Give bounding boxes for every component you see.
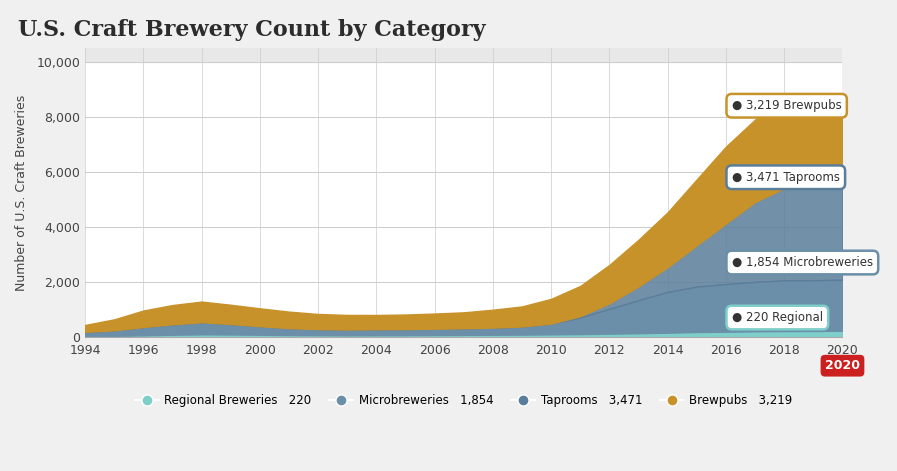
Text: ● 3,219 Brewpubs: ● 3,219 Brewpubs <box>732 99 841 112</box>
Text: ● 220 Regional: ● 220 Regional <box>732 311 823 324</box>
Y-axis label: Number of U.S. Craft Breweries: Number of U.S. Craft Breweries <box>15 94 28 291</box>
Text: ● 3,471 Taprooms: ● 3,471 Taprooms <box>732 171 840 184</box>
Bar <box>85 48 842 62</box>
Text: 2020: 2020 <box>825 359 860 372</box>
Text: ● 1,854 Microbreweries: ● 1,854 Microbreweries <box>732 256 873 269</box>
Legend: Regional Breweries   220, Microbreweries   1,854, Taprooms   3,471, Brewpubs   3: Regional Breweries 220, Microbreweries 1… <box>130 390 797 412</box>
Text: U.S. Craft Brewery Count by Category: U.S. Craft Brewery Count by Category <box>18 19 485 41</box>
